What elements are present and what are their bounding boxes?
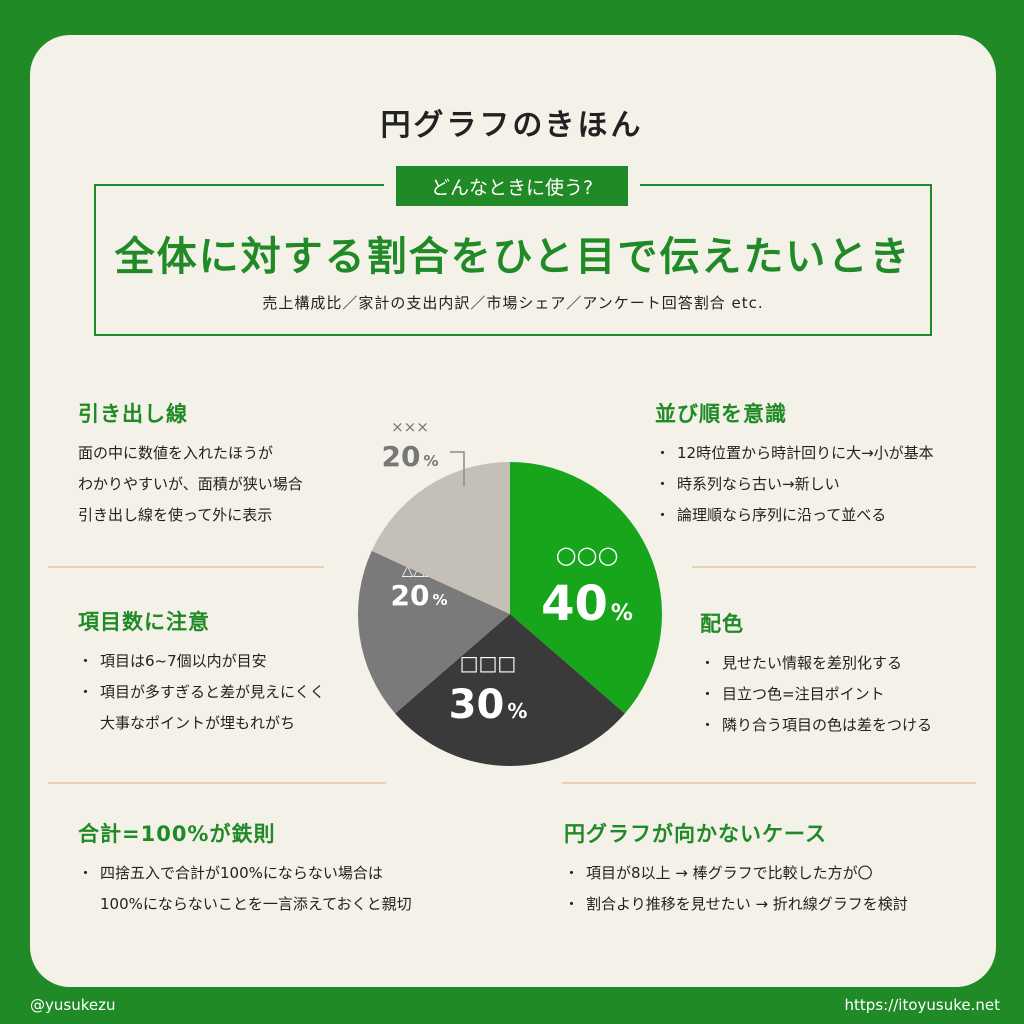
not-suitable-title: 円グラフが向かないケース (564, 822, 827, 846)
item-count-title: 項目数に注意 (78, 610, 210, 634)
total-bullet-cont: 100%にならないことを一言添えておくと親切 (100, 895, 412, 913)
slice-label: ××× (391, 418, 429, 436)
slice-value: 20% (382, 440, 439, 473)
order-bullet: 12時位置から時計回りに大→小が基本 (655, 438, 985, 469)
pie-slice (395, 614, 625, 767)
slice-value: 30% (449, 682, 528, 728)
pie-slice (510, 462, 663, 714)
footer-url: https://itoyusuke.net (844, 996, 1000, 1014)
divider (692, 566, 976, 568)
item-count-bullet: 項目が多すぎると差が見えにくく (78, 677, 368, 708)
item-count-bullet-cont: 大事なポイントが埋もれがち (100, 714, 296, 732)
pie-slice (357, 550, 510, 714)
leader-lines-text: 面の中に数値を入れたほうが (78, 444, 274, 462)
leader-lines-text: わかりやすいが、面積が狭い場合 (78, 475, 303, 493)
item-count-bullet: 項目は6~7個以内が目安 (78, 646, 368, 677)
slice-label: ○○○ (556, 541, 619, 569)
leader-lines-text: 引き出し線を使って外に表示 (78, 506, 273, 524)
pie-chart: ○○○40%□□□30%△△△20%×××20% (357, 418, 663, 767)
section-not-suitable: 円グラフが向かないケース 項目が8以上 → 棒グラフで比較した方が〇 割合より推… (564, 818, 994, 920)
section-total: 合計=100%が鉄則 四捨五入で合計が100%にならない場合は 100%にならな… (78, 818, 498, 920)
usage-headline: 全体に対する割合をひと目で伝えたいとき (114, 234, 912, 280)
order-bullet: 時系列なら古い→新しい (655, 469, 985, 500)
pie-slice (371, 462, 510, 614)
section-order: 並び順を意識 12時位置から時計回りに大→小が基本 時系列なら古い→新しい 論理… (655, 398, 985, 531)
slice-value: 40% (541, 576, 633, 632)
section-leader-lines: 引き出し線 面の中に数値を入れたほうが わかりやすいが、面積が狭い場合 引き出し… (78, 398, 368, 531)
usage-examples: 売上構成比／家計の支出内訳／市場シェア／アンケート回答割合 etc. (262, 294, 764, 312)
color-bullet: 隣り合う項目の色は差をつける (700, 710, 990, 741)
divider (562, 782, 976, 784)
total-bullet: 四捨五入で合計が100%にならない場合は (78, 858, 498, 889)
usage-tag: どんなときに使う? (396, 166, 628, 206)
color-title: 配色 (700, 612, 744, 636)
section-color: 配色 見せたい情報を差別化する 目立つ色=注目ポイント 隣り合う項目の色は差をつ… (700, 608, 990, 741)
total-title: 合計=100%が鉄則 (78, 822, 276, 846)
slice-label: □□□ (460, 651, 517, 675)
divider (48, 566, 324, 568)
leader-line (450, 451, 465, 486)
divider (48, 782, 386, 784)
color-bullet: 見せたい情報を差別化する (700, 648, 990, 679)
not-suitable-bullet: 割合より推移を見せたい → 折れ線グラフを検討 (564, 889, 994, 920)
leader-lines-title: 引き出し線 (78, 402, 188, 426)
footer-handle: @yusukezu (30, 996, 116, 1014)
color-bullet: 目立つ色=注目ポイント (700, 679, 990, 710)
slice-value: 20% (391, 579, 448, 612)
order-title: 並び順を意識 (655, 402, 787, 426)
section-item-count: 項目数に注意 項目は6~7個以内が目安 項目が多すぎると差が見えにくく 大事なポ… (78, 606, 368, 739)
not-suitable-bullet: 項目が8以上 → 棒グラフで比較した方が〇 (564, 858, 994, 889)
page-title: 円グラフのきほん (380, 108, 644, 143)
order-bullet: 論理順なら序列に沿って並べる (655, 500, 985, 531)
